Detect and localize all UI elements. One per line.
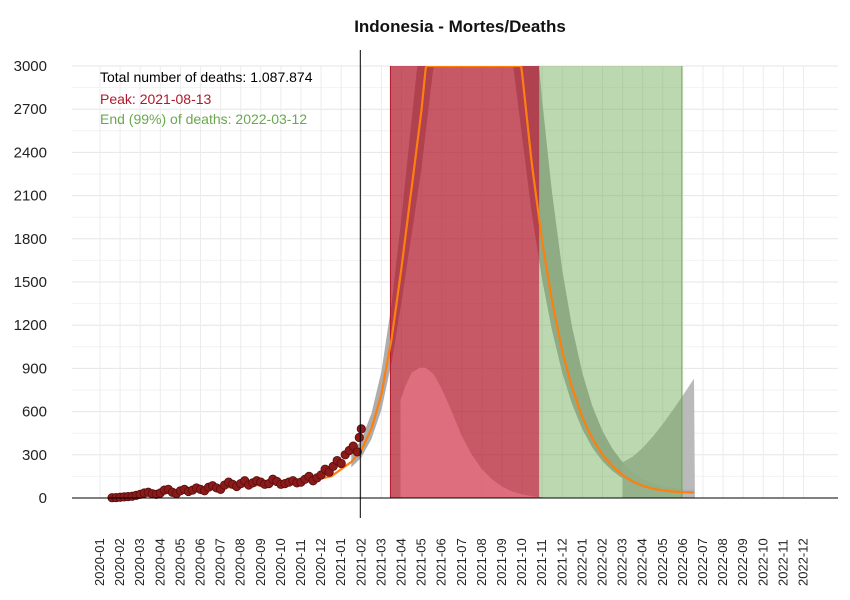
x-tick-label: 2022-03 <box>615 538 630 586</box>
y-tick-label: 3000 <box>14 58 47 75</box>
y-tick-label: 2700 <box>14 101 47 118</box>
y-tick-labels: 0 300 600 900 1200 1500 1800 2100 2400 2700 3000 <box>14 58 47 507</box>
x-tick-label: 2020-01 <box>92 538 107 586</box>
y-tick-label: 2100 <box>14 188 47 205</box>
x-tick-label: 2022-12 <box>796 538 811 586</box>
x-tick-label: 2021-04 <box>394 538 409 586</box>
x-tick-label: 2020-11 <box>293 539 308 586</box>
x-tick-label: 2022-01 <box>574 538 589 586</box>
daily-projected-area <box>400 367 543 498</box>
x-tick-label: 2021-07 <box>454 538 469 586</box>
x-tick-label: 2021-01 <box>333 538 348 586</box>
observed-point <box>354 432 364 443</box>
x-tick-label: 2022-08 <box>715 538 730 586</box>
x-tick-label: 2022-05 <box>655 538 670 586</box>
x-tick-label: 2022-04 <box>635 538 650 586</box>
annotation-total: Total number of deaths: 1.087.874 <box>100 69 313 85</box>
post-peak-area <box>539 66 682 498</box>
y-tick-label: 2400 <box>14 144 47 161</box>
x-tick-label: 2021-03 <box>373 538 388 586</box>
x-tick-label: 2022-02 <box>595 538 610 586</box>
y-tick-label: 900 <box>22 360 47 377</box>
annotation-end: End (99%) of deaths: 2022-03-12 <box>100 111 307 127</box>
x-tick-label: 2020-04 <box>152 538 167 586</box>
y-tick-label: 1800 <box>14 231 47 248</box>
uncertainty-band <box>351 66 695 498</box>
x-tick-label: 2021-12 <box>554 538 569 586</box>
x-tick-label: 2022-10 <box>755 538 770 586</box>
observed-point <box>336 458 346 469</box>
observed-points <box>107 424 366 503</box>
y-tick-label: 0 <box>39 490 47 507</box>
x-tick-label: 2020-08 <box>233 538 248 586</box>
daily-bars <box>400 367 543 498</box>
x-tick-labels: 2020-01 2020-02 2020-03 2020-04 2020-05 2020-… <box>92 538 811 586</box>
x-tick-label: 2021-09 <box>494 538 509 586</box>
x-tick-label: 2020-06 <box>193 538 208 586</box>
annotation-peak: Peak: 2021-08-13 <box>100 91 212 107</box>
y-tick-label: 600 <box>22 404 47 421</box>
x-tick-label: 2020-03 <box>132 538 147 586</box>
x-tick-label: 2021-11 <box>534 539 549 586</box>
x-tick-label: 2022-11 <box>775 539 790 586</box>
x-tick-label: 2020-10 <box>273 538 288 586</box>
observed-point <box>356 424 366 434</box>
axes <box>72 50 838 518</box>
x-tick-label: 2020-07 <box>213 538 228 586</box>
x-tick-label: 2020-05 <box>172 538 187 586</box>
x-tick-label: 2022-07 <box>695 538 710 586</box>
x-tick-label: 2022-06 <box>675 538 690 586</box>
x-tick-label: 2020-09 <box>253 538 268 586</box>
x-tick-label: 2020-02 <box>112 538 127 586</box>
chart-title: Indonesia - Mortes/Deaths <box>354 17 566 36</box>
x-tick-label: 2022-09 <box>735 538 750 586</box>
uncertainty-band-tail <box>622 378 695 498</box>
observed-point <box>352 447 362 457</box>
x-tick-label: 2020-12 <box>313 538 328 586</box>
x-tick-label: 2021-08 <box>474 538 489 586</box>
y-tick-label: 300 <box>22 447 47 464</box>
y-tick-label: 1200 <box>14 317 47 334</box>
x-tick-label: 2021-02 <box>353 538 368 586</box>
shaded-areas <box>389 66 683 498</box>
x-tick-label: 2021-06 <box>434 538 449 586</box>
x-tick-label: 2021-10 <box>514 538 529 586</box>
y-tick-label: 1500 <box>14 274 47 291</box>
x-tick-label: 2021-05 <box>414 538 429 586</box>
